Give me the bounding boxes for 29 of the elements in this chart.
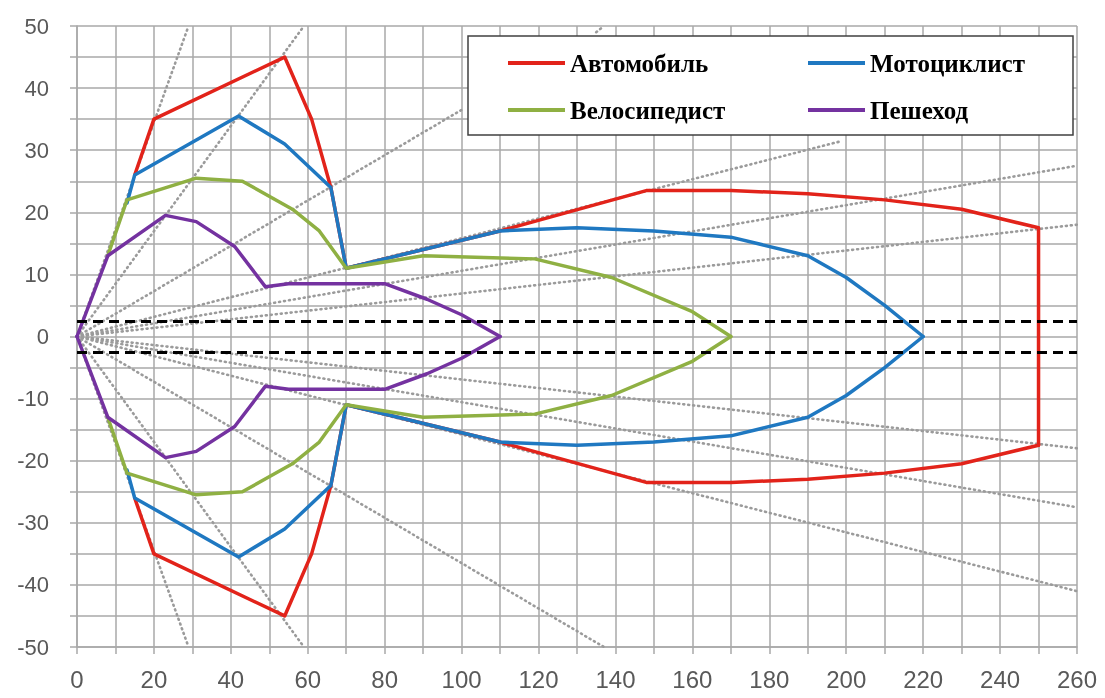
y-tick-label: 30 bbox=[24, 137, 49, 163]
legend-label: Автомобиль bbox=[570, 49, 709, 77]
x-tick-label: 220 bbox=[903, 665, 944, 693]
legend-label: Пешеход bbox=[870, 96, 969, 124]
legend-label: Велосипедист bbox=[570, 96, 726, 124]
x-tick-label: 240 bbox=[980, 665, 1021, 693]
y-tick-label: 50 bbox=[24, 13, 49, 39]
y-tick-label: -30 bbox=[17, 510, 49, 536]
y-tick-label: -20 bbox=[17, 448, 49, 474]
x-tick-label: 20 bbox=[140, 665, 168, 693]
x-tick-label: 140 bbox=[595, 665, 636, 693]
y-tick-label: 40 bbox=[24, 75, 49, 101]
y-tick-label: -50 bbox=[17, 634, 49, 660]
x-tick-label: 0 bbox=[70, 665, 84, 693]
y-tick-label: 0 bbox=[36, 324, 49, 349]
x-tick-label: 260 bbox=[1056, 665, 1098, 693]
x-tick-label: 80 bbox=[371, 665, 399, 693]
x-tick-label: 120 bbox=[518, 665, 559, 693]
x-tick-label: 160 bbox=[672, 665, 713, 693]
x-tick-label: 200 bbox=[826, 665, 867, 693]
y-tick-label: 10 bbox=[24, 261, 49, 287]
x-tick-label: 180 bbox=[749, 665, 790, 693]
legend-label: Мотоциклист bbox=[870, 49, 1025, 77]
y-tick-label: -40 bbox=[17, 572, 49, 598]
y-tick-label: -10 bbox=[17, 386, 49, 412]
y-tick-label: 20 bbox=[24, 199, 49, 225]
x-tick-label: 100 bbox=[441, 665, 482, 693]
x-tick-label: 60 bbox=[294, 665, 322, 693]
x-tick-label: 40 bbox=[217, 665, 245, 693]
